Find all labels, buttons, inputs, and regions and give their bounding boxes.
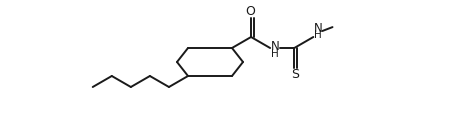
Text: N: N <box>271 40 279 53</box>
Text: S: S <box>291 68 300 81</box>
Text: O: O <box>245 5 255 18</box>
Text: H: H <box>271 49 279 59</box>
Text: H: H <box>315 30 322 40</box>
Text: N: N <box>314 21 323 34</box>
